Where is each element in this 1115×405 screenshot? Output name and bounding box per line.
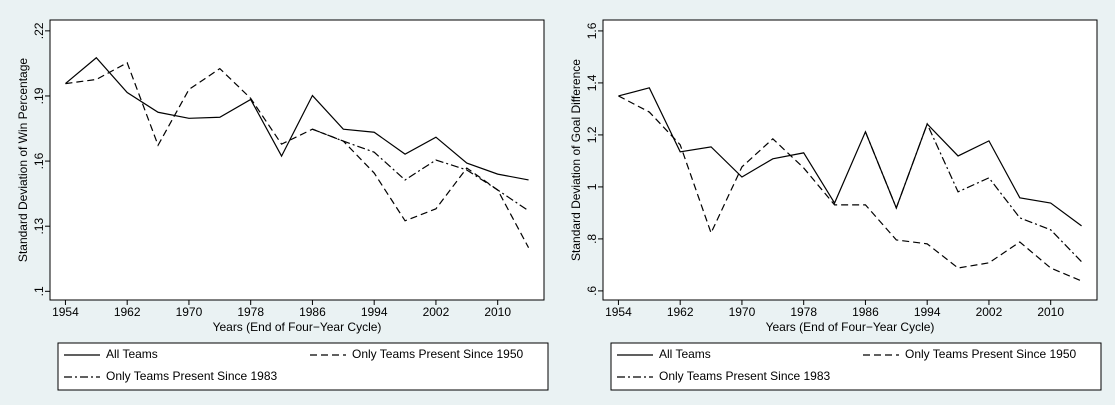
series-line	[618, 95, 1082, 282]
y-tick-label: .8	[585, 234, 599, 244]
x-tick-label: 1962	[114, 305, 141, 319]
y-tick-label: .13	[32, 218, 46, 235]
x-tick-label: 2010	[1037, 305, 1064, 319]
legend-label: All Teams	[106, 347, 158, 361]
x-tick-label: 1994	[361, 305, 388, 319]
series-line	[65, 56, 529, 181]
y-tick-label: 1.6	[585, 22, 599, 39]
x-tick-label: 1962	[667, 305, 694, 319]
y-tick-label: 1	[585, 183, 599, 190]
x-tick-label: 1954	[52, 305, 79, 319]
y-tick-label: .16	[32, 152, 46, 169]
x-tick-label: 1994	[914, 305, 941, 319]
y-tick-label: .19	[32, 87, 46, 104]
legend-label: All Teams	[659, 347, 711, 361]
x-tick-label: 1970	[176, 305, 203, 319]
legend-label: Only Teams Present Since 1983	[659, 369, 831, 383]
series-line	[864, 122, 1082, 263]
x-tick-label: 1986	[299, 305, 326, 319]
legend-box	[57, 342, 549, 391]
series-line	[312, 128, 529, 212]
legend-label: Only Teams Present Since 1950	[905, 347, 1077, 361]
x-axis-title: Years (End of Four−Year Cycle)	[213, 320, 382, 334]
y-tick-label: .22	[32, 22, 46, 39]
x-tick-label: 1978	[790, 305, 817, 319]
x-tick-label: 1986	[852, 305, 879, 319]
y-tick-label: 1.4	[585, 74, 599, 91]
y-tick-label: 1.2	[585, 126, 599, 143]
legend-box	[610, 342, 1102, 391]
legend-label: Only Teams Present Since 1950	[352, 347, 524, 361]
plot-area	[49, 19, 545, 301]
y-tick-label: .6	[585, 286, 599, 296]
y-axis-title: Standard Deviation of Goal Difference	[569, 59, 583, 261]
plot-area	[602, 19, 1098, 301]
legend-label: Only Teams Present Since 1983	[106, 369, 278, 383]
y-tick-label: .1	[32, 286, 46, 296]
y-axis-title: Standard Deviation of Win Percentage	[16, 58, 30, 262]
series-line	[65, 61, 530, 248]
x-tick-label: 2002	[423, 305, 450, 319]
series-line	[618, 87, 1082, 227]
x-tick-label: 1978	[237, 305, 264, 319]
x-tick-label: 1970	[729, 305, 756, 319]
x-tick-label: 1954	[605, 305, 632, 319]
x-axis-title: Years (End of Four−Year Cycle)	[766, 320, 935, 334]
x-tick-label: 2010	[484, 305, 511, 319]
x-tick-label: 2002	[976, 305, 1003, 319]
